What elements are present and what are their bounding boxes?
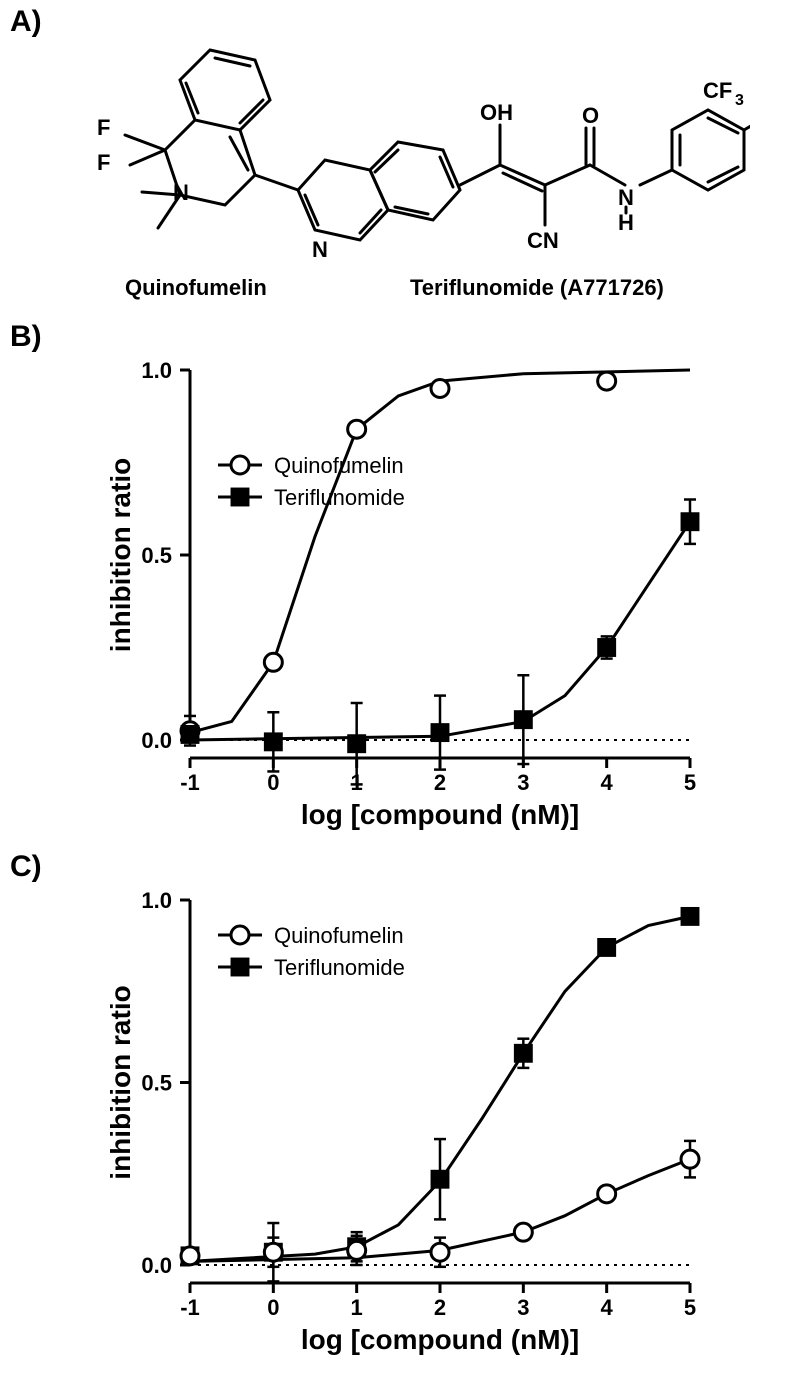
- svg-text:3: 3: [517, 770, 529, 795]
- svg-text:F: F: [97, 115, 110, 140]
- svg-text:Teriflunomide: Teriflunomide: [274, 485, 405, 510]
- teriflunomide-caption: Teriflunomide (A771726): [410, 275, 664, 301]
- svg-text:-1: -1: [180, 770, 200, 795]
- svg-text:-1: -1: [180, 1295, 200, 1320]
- chart-b: 0.00.51.0-1012345log [compound (nM)]inhi…: [90, 350, 730, 845]
- svg-text:1: 1: [351, 1295, 363, 1320]
- svg-text:CF: CF: [703, 78, 732, 103]
- quinofumelin-caption: Quinofumelin: [125, 275, 267, 301]
- svg-text:0.0: 0.0: [141, 728, 172, 753]
- svg-text:1.0: 1.0: [141, 358, 172, 383]
- svg-text:4: 4: [601, 770, 614, 795]
- svg-text:0.5: 0.5: [141, 543, 172, 568]
- svg-text:0: 0: [267, 770, 279, 795]
- svg-text:0.5: 0.5: [141, 1071, 172, 1096]
- svg-text:log [compound (nM)]: log [compound (nM)]: [301, 1324, 579, 1355]
- svg-text:0.0: 0.0: [141, 1253, 172, 1278]
- chart-c: 0.0 0.5 1.0 -1 0 1 2 3 4 5 log [compound (nM)] inhi…: [90, 880, 730, 1370]
- svg-text:inhibition ratio: inhibition ratio: [105, 985, 136, 1179]
- svg-text:4: 4: [601, 1295, 614, 1320]
- svg-text:N: N: [312, 237, 328, 262]
- svg-text:Teriflunomide: Teriflunomide: [274, 955, 405, 980]
- svg-text:2: 2: [434, 1295, 446, 1320]
- svg-text:3: 3: [517, 1295, 529, 1320]
- svg-text:0: 0: [267, 1295, 279, 1320]
- svg-text:Quinofumelin: Quinofumelin: [274, 923, 404, 948]
- svg-text:O: O: [582, 103, 599, 128]
- svg-text:3: 3: [735, 92, 744, 109]
- svg-text:1.0: 1.0: [141, 888, 172, 913]
- panel-a-structures: N F F N: [30, 30, 750, 310]
- svg-text:5: 5: [684, 1295, 696, 1320]
- svg-text:5: 5: [684, 770, 696, 795]
- svg-text:CN: CN: [527, 228, 559, 253]
- chemical-structures-svg: N F F N: [30, 30, 750, 290]
- svg-text:2: 2: [434, 770, 446, 795]
- svg-text:inhibition ratio: inhibition ratio: [105, 458, 136, 652]
- svg-text:F: F: [97, 150, 110, 175]
- svg-text:log [compound (nM)]: log [compound (nM)]: [301, 799, 579, 830]
- svg-text:Quinofumelin: Quinofumelin: [274, 453, 404, 478]
- panel-c-label: C): [10, 850, 42, 884]
- panel-b-label: B): [10, 320, 42, 354]
- svg-text:OH: OH: [480, 100, 513, 125]
